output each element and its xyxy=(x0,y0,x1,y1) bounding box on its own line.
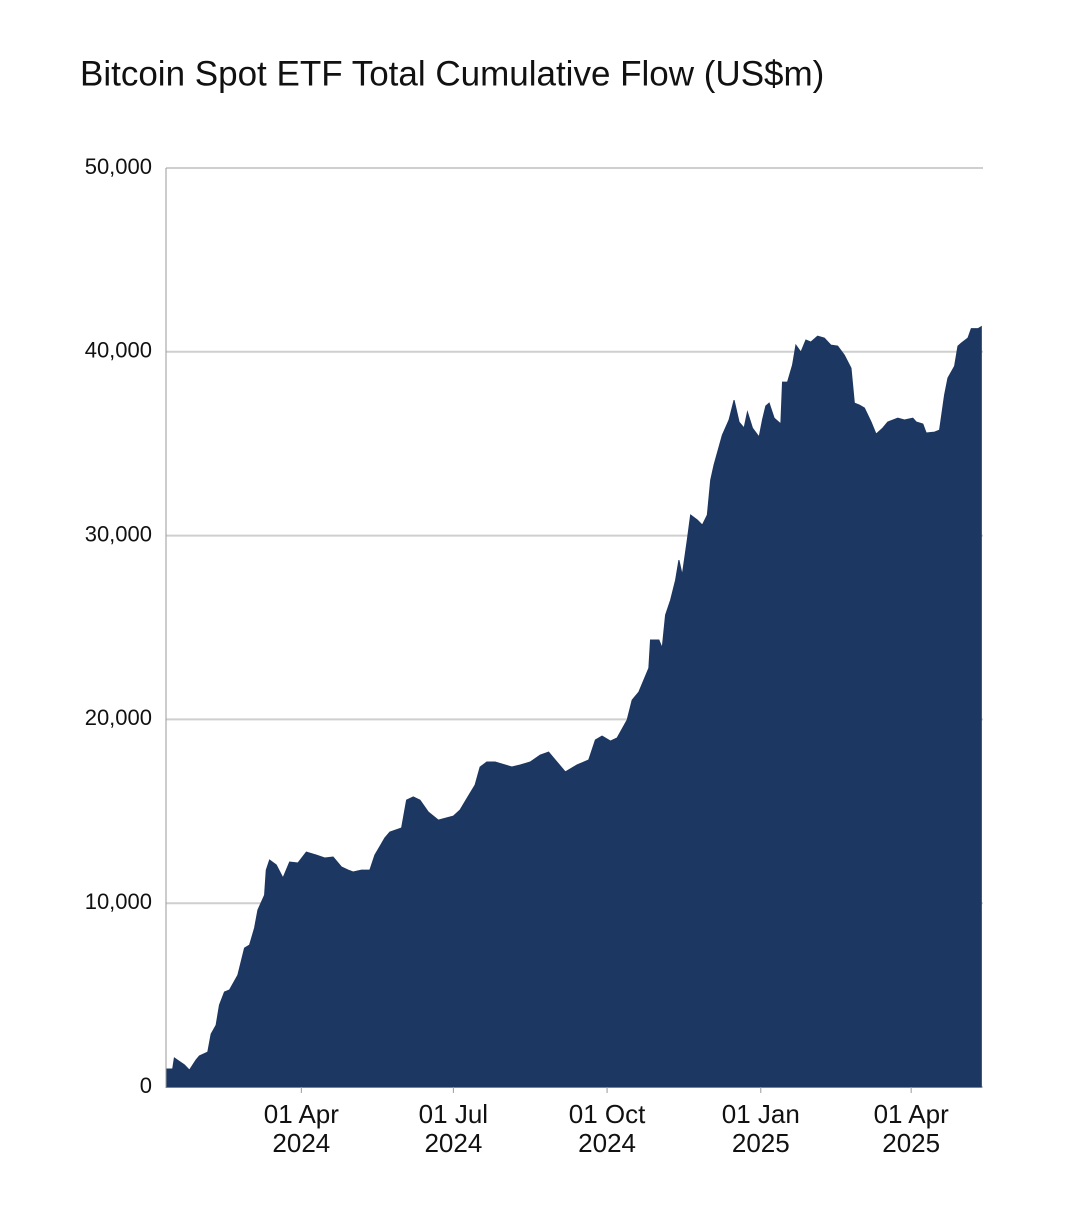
y-tick-label: 10,000 xyxy=(85,889,152,914)
x-tick-label: 2024 xyxy=(424,1128,482,1158)
x-tick-label: 2025 xyxy=(732,1128,790,1158)
x-tick-label: 2024 xyxy=(578,1128,636,1158)
y-tick-label: 20,000 xyxy=(85,705,152,730)
x-tick-label: 01 Jul xyxy=(419,1099,488,1129)
y-tick-label: 30,000 xyxy=(85,521,152,546)
x-tick-label: 01 Jan xyxy=(722,1099,800,1129)
x-tick-label: 2025 xyxy=(882,1128,940,1158)
x-tick-label: 01 Apr xyxy=(264,1099,340,1129)
area xyxy=(165,325,982,1088)
y-tick-label: 50,000 xyxy=(85,154,152,179)
chart-title: Bitcoin Spot ETF Total Cumulative Flow (… xyxy=(80,54,824,93)
y-tick-label: 40,000 xyxy=(85,338,152,363)
y-tick-label: 0 xyxy=(140,1073,152,1098)
x-tick-label: 01 Oct xyxy=(569,1099,646,1129)
x-tick-label: 01 Apr xyxy=(874,1099,950,1129)
x-tick-label: 2024 xyxy=(272,1128,330,1158)
